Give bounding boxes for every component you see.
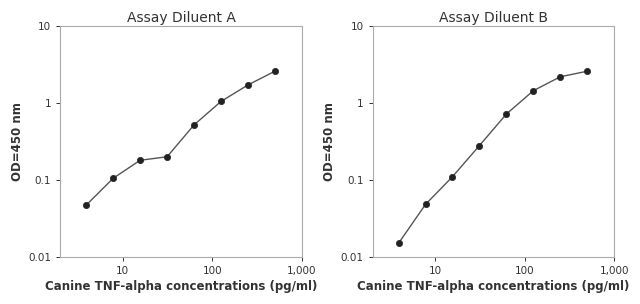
Title: Assay Diluent A: Assay Diluent A (127, 11, 236, 25)
Y-axis label: OD=450 nm: OD=450 nm (323, 102, 337, 181)
X-axis label: Canine TNF-alpha concentrations (pg/ml): Canine TNF-alpha concentrations (pg/ml) (45, 280, 317, 293)
Y-axis label: OD=450 nm: OD=450 nm (11, 102, 24, 181)
X-axis label: Canine TNF-alpha concentrations (pg/ml): Canine TNF-alpha concentrations (pg/ml) (357, 280, 630, 293)
Title: Assay Diluent B: Assay Diluent B (439, 11, 548, 25)
